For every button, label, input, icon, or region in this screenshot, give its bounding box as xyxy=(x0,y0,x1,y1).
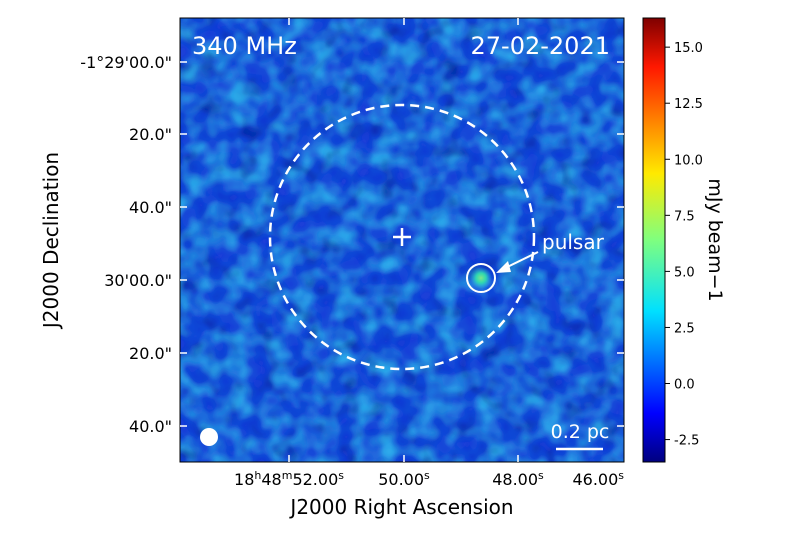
x-tick-label: 50.00s xyxy=(378,469,430,489)
map-frame xyxy=(179,17,625,463)
pulsar-label: pulsar xyxy=(542,230,605,254)
beam-ellipse xyxy=(200,428,218,446)
search-region-dashed-circle xyxy=(268,103,536,371)
colorbar-tick-label: 12.5 xyxy=(674,97,703,112)
colorbar-gradient xyxy=(642,17,666,463)
colorbar-tick-label: 0.0 xyxy=(674,378,695,393)
x-tick-marks xyxy=(288,18,519,462)
colorbar-title: mJy beam−1 xyxy=(704,178,726,301)
colorbar: 15.0 12.5 10.0 7.5 5.0 2.5 0.0 -2.5 mJy beam−1 xyxy=(642,17,726,463)
colorbar-tick-label: 10.0 xyxy=(674,153,703,168)
pulsar-arrow-head xyxy=(496,261,511,273)
colorbar-ticks: 15.0 12.5 10.0 7.5 5.0 2.5 0.0 -2.5 xyxy=(665,41,703,449)
x-tick-label: 18h48m52.00s xyxy=(234,469,344,489)
colorbar-tick-label: 7.5 xyxy=(674,209,695,224)
colorbar-tick-label: -2.5 xyxy=(674,434,699,449)
field-center-cross-icon xyxy=(393,228,411,246)
pulsar-emission xyxy=(470,267,492,289)
date-label: 27-02-2021 xyxy=(471,32,610,60)
x-tick-label: 48.00s xyxy=(492,469,544,489)
y-tick-label: -1°29'00.0" xyxy=(80,53,172,72)
y-tick-label: 20.0" xyxy=(129,344,172,363)
colorbar-tick-label: 5.0 xyxy=(674,265,695,280)
x-axis-title: J2000 Right Ascension xyxy=(288,495,513,519)
frequency-label: 340 MHz xyxy=(192,32,297,60)
y-axis-title: J2000 Declination xyxy=(39,152,63,330)
y-tick-labels: -1°29'00.0" 20.0" 40.0" 30'00.0" 20.0" 4… xyxy=(80,53,172,436)
colorbar-tick-label: 2.5 xyxy=(674,321,695,336)
pulsar-marker-circle xyxy=(466,263,496,293)
scale-bar-label: 0.2 pc xyxy=(551,421,610,443)
y-tick-label: 30'00.0" xyxy=(104,271,172,290)
y-tick-marks xyxy=(180,61,624,427)
y-tick-label: 20.0" xyxy=(129,125,172,144)
y-tick-label: 40.0" xyxy=(129,198,172,217)
colorbar-tick-label: 15.0 xyxy=(674,41,703,56)
x-tick-label: 46.00s xyxy=(572,469,624,489)
y-tick-label: 40.0" xyxy=(129,417,172,436)
